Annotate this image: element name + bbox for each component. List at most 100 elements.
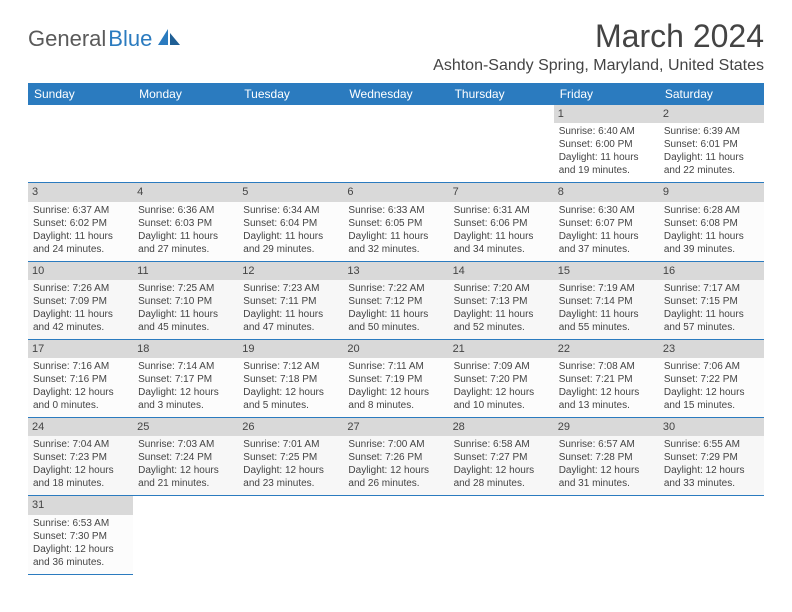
day-number: 16: [659, 262, 764, 280]
day-number: 24: [28, 418, 133, 436]
day-cell: 30 Sunrise: 6:55 AMSunset: 7:29 PMDayligh…: [659, 418, 764, 496]
day-cell: 19 Sunrise: 7:12 AMSunset: 7:18 PMDayligh…: [238, 339, 343, 417]
day-info: Sunrise: 6:55 AMSunset: 7:29 PMDaylight:…: [663, 438, 760, 490]
day-number: 15: [554, 262, 659, 280]
day-number: 4: [133, 183, 238, 201]
day-number: 21: [449, 340, 554, 358]
day-cell: 23 Sunrise: 7:06 AMSunset: 7:22 PMDayligh…: [659, 339, 764, 417]
day-cell: 15 Sunrise: 7:19 AMSunset: 7:14 PMDayligh…: [554, 261, 659, 339]
logo-sail-icon: [156, 27, 182, 52]
weekday-header: Thursday: [449, 83, 554, 105]
logo: GeneralBlue: [28, 26, 182, 52]
day-info: Sunrise: 7:04 AMSunset: 7:23 PMDaylight:…: [32, 438, 129, 490]
day-cell: 31Sunrise: 6:53 AMSunset: 7:30 PMDayligh…: [28, 496, 133, 574]
day-info: Sunrise: 6:36 AMSunset: 6:03 PMDaylight:…: [137, 204, 234, 256]
day-cell: 18Sunrise: 7:14 AMSunset: 7:17 PMDayligh…: [133, 339, 238, 417]
day-number: 17: [28, 340, 133, 358]
day-cell: 29 Sunrise: 6:57 AMSunset: 7:28 PMDayligh…: [554, 418, 659, 496]
day-number: 26: [238, 418, 343, 436]
empty-cell: [133, 496, 238, 574]
day-cell: 14 Sunrise: 7:20 AMSunset: 7:13 PMDayligh…: [449, 261, 554, 339]
logo-text-1: General: [28, 26, 106, 52]
day-cell: 22 Sunrise: 7:08 AMSunset: 7:21 PMDayligh…: [554, 339, 659, 417]
day-number: 28: [449, 418, 554, 436]
empty-cell: [554, 496, 659, 574]
day-info: Sunrise: 7:20 AMSunset: 7:13 PMDaylight:…: [453, 282, 550, 334]
weekday-header: Sunday: [28, 83, 133, 105]
day-info: Sunrise: 6:57 AMSunset: 7:28 PMDaylight:…: [558, 438, 655, 490]
day-cell: 6 Sunrise: 6:33 AMSunset: 6:05 PMDaylight…: [343, 183, 448, 261]
day-number: 8: [554, 183, 659, 201]
day-number: 12: [238, 262, 343, 280]
day-number: 22: [554, 340, 659, 358]
day-number: 18: [133, 340, 238, 358]
weekday-header: Wednesday: [343, 83, 448, 105]
day-cell: 2 Sunrise: 6:39 AMSunset: 6:01 PMDaylight…: [659, 105, 764, 183]
day-info: Sunrise: 6:34 AMSunset: 6:04 PMDaylight:…: [242, 204, 339, 256]
day-cell: 5Sunrise: 6:34 AMSunset: 6:04 PMDaylight…: [238, 183, 343, 261]
day-info: Sunrise: 6:33 AMSunset: 6:05 PMDaylight:…: [347, 204, 444, 256]
day-number: 29: [554, 418, 659, 436]
day-number: 3: [28, 183, 133, 201]
weekday-header: Saturday: [659, 83, 764, 105]
day-info: Sunrise: 7:12 AMSunset: 7:18 PMDaylight:…: [242, 360, 339, 412]
day-info: Sunrise: 7:06 AMSunset: 7:22 PMDaylight:…: [663, 360, 760, 412]
empty-cell: [659, 496, 764, 574]
empty-cell: [449, 496, 554, 574]
day-number: 6: [343, 183, 448, 201]
day-cell: 25Sunrise: 7:03 AMSunset: 7:24 PMDayligh…: [133, 418, 238, 496]
day-info: Sunrise: 6:39 AMSunset: 6:01 PMDaylight:…: [663, 125, 760, 177]
day-number: 30: [659, 418, 764, 436]
day-info: Sunrise: 7:09 AMSunset: 7:20 PMDaylight:…: [453, 360, 550, 412]
day-info: Sunrise: 7:16 AMSunset: 7:16 PMDaylight:…: [32, 360, 129, 412]
day-cell: 20 Sunrise: 7:11 AMSunset: 7:19 PMDayligh…: [343, 339, 448, 417]
calendar-table: SundayMondayTuesdayWednesdayThursdayFrid…: [28, 83, 764, 575]
weekday-header: Monday: [133, 83, 238, 105]
day-info: Sunrise: 6:30 AMSunset: 6:07 PMDaylight:…: [558, 204, 655, 256]
day-info: Sunrise: 7:25 AMSunset: 7:10 PMDaylight:…: [137, 282, 234, 334]
day-cell: 4 Sunrise: 6:36 AMSunset: 6:03 PMDaylight…: [133, 183, 238, 261]
empty-cell: [238, 496, 343, 574]
day-number: 31: [28, 496, 133, 514]
day-info: Sunrise: 7:08 AMSunset: 7:21 PMDaylight:…: [558, 360, 655, 412]
day-number: 20: [343, 340, 448, 358]
logo-text-2: Blue: [108, 26, 152, 52]
day-number: 9: [659, 183, 764, 201]
day-number: 13: [343, 262, 448, 280]
day-cell: 1 Sunrise: 6:40 AMSunset: 6:00 PMDaylight…: [554, 105, 659, 183]
day-cell: 8 Sunrise: 6:30 AMSunset: 6:07 PMDaylight…: [554, 183, 659, 261]
day-number: 19: [238, 340, 343, 358]
empty-cell: [238, 105, 343, 183]
day-cell: 26Sunrise: 7:01 AMSunset: 7:25 PMDayligh…: [238, 418, 343, 496]
day-cell: 27Sunrise: 7:00 AMSunset: 7:26 PMDayligh…: [343, 418, 448, 496]
day-info: Sunrise: 6:37 AMSunset: 6:02 PMDaylight:…: [32, 204, 129, 256]
day-cell: 17 Sunrise: 7:16 AMSunset: 7:16 PMDayligh…: [28, 339, 133, 417]
day-number: 11: [133, 262, 238, 280]
day-cell: 13Sunrise: 7:22 AMSunset: 7:12 PMDayligh…: [343, 261, 448, 339]
weekday-header: Tuesday: [238, 83, 343, 105]
day-info: Sunrise: 7:19 AMSunset: 7:14 PMDaylight:…: [558, 282, 655, 334]
day-number: 7: [449, 183, 554, 201]
day-info: Sunrise: 7:00 AMSunset: 7:26 PMDaylight:…: [347, 438, 444, 490]
empty-cell: [343, 105, 448, 183]
day-cell: 11 Sunrise: 7:25 AMSunset: 7:10 PMDayligh…: [133, 261, 238, 339]
day-info: Sunrise: 7:11 AMSunset: 7:19 PMDaylight:…: [347, 360, 444, 412]
day-number: 14: [449, 262, 554, 280]
empty-cell: [449, 105, 554, 183]
day-cell: 7Sunrise: 6:31 AMSunset: 6:06 PMDaylight…: [449, 183, 554, 261]
day-cell: 16 Sunrise: 7:17 AMSunset: 7:15 PMDayligh…: [659, 261, 764, 339]
day-number: 10: [28, 262, 133, 280]
empty-cell: [28, 105, 133, 183]
day-number: 2: [659, 105, 764, 123]
day-info: Sunrise: 7:23 AMSunset: 7:11 PMDaylight:…: [242, 282, 339, 334]
location-text: Ashton-Sandy Spring, Maryland, United St…: [433, 57, 764, 75]
day-cell: 3 Sunrise: 6:37 AMSunset: 6:02 PMDaylight…: [28, 183, 133, 261]
day-info: Sunrise: 6:58 AMSunset: 7:27 PMDaylight:…: [453, 438, 550, 490]
day-cell: 21 Sunrise: 7:09 AMSunset: 7:20 PMDayligh…: [449, 339, 554, 417]
day-cell: 24 Sunrise: 7:04 AMSunset: 7:23 PMDayligh…: [28, 418, 133, 496]
day-number: 1: [554, 105, 659, 123]
day-cell: 12 Sunrise: 7:23 AMSunset: 7:11 PMDayligh…: [238, 261, 343, 339]
day-info: Sunrise: 6:40 AMSunset: 6:00 PMDaylight:…: [558, 125, 655, 177]
day-info: Sunrise: 7:17 AMSunset: 7:15 PMDaylight:…: [663, 282, 760, 334]
day-number: 23: [659, 340, 764, 358]
